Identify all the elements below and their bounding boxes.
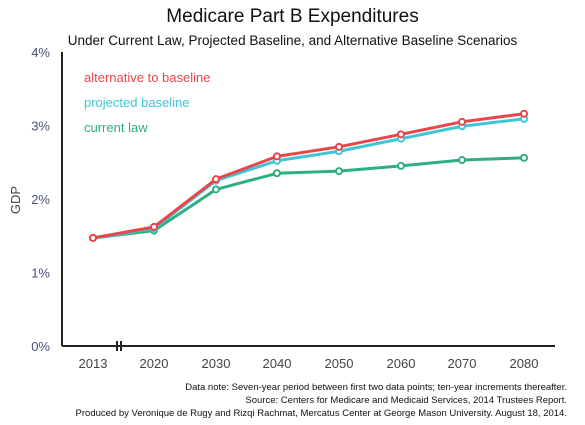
y-tick-label: 1% [31, 266, 50, 281]
data-point [212, 185, 220, 194]
data-point [89, 233, 97, 242]
legend: alternative to baseline projected baselin… [84, 70, 210, 135]
data-point [458, 156, 466, 165]
y-axis-label: GDP [8, 186, 23, 214]
y-tick-label: 2% [31, 192, 50, 207]
x-tick-label: 2070 [448, 356, 477, 371]
data-point [335, 167, 343, 176]
y-axis-ticks: 0% 1% 2% 3% 4% [31, 45, 50, 354]
x-tick-label: 2060 [387, 356, 416, 371]
chart-subtitle: Under Current Law, Projected Baseline, a… [67, 33, 518, 48]
y-tick-label: 4% [31, 45, 50, 60]
credit-note: Produced by Veronique de Rugy and Rizqi … [75, 408, 567, 419]
data-note: Data note: Seven-year period between fir… [185, 382, 567, 393]
data-point [458, 117, 466, 126]
x-tick-label: 2013 [79, 356, 108, 371]
series-alternative-to-baseline [89, 109, 528, 242]
series-projected-baseline [89, 114, 528, 242]
chart-notes: Data note: Seven-year period between fir… [76, 381, 567, 420]
series-line [92, 117, 525, 240]
axes [61, 52, 555, 351]
source-note: Source: Centers for Medicare and Medicai… [245, 395, 567, 406]
data-point [150, 222, 158, 231]
data-point [397, 130, 405, 139]
x-axis-ticks: 2013 2020 2030 2040 2050 2060 2070 2080 [79, 356, 539, 371]
data-point [335, 142, 343, 151]
x-tick-label: 2080 [510, 356, 539, 371]
y-tick-label: 3% [31, 119, 50, 134]
chart-title: Medicare Part B Expenditures [166, 6, 419, 27]
legend-entry: projected baseline [84, 95, 190, 110]
series-line [92, 112, 525, 240]
data-point [520, 153, 528, 162]
x-tick-label: 2020 [140, 356, 169, 371]
y-tick-label: 0% [31, 339, 50, 354]
data-point [397, 161, 405, 170]
data-point [273, 169, 281, 178]
x-tick-label: 2050 [325, 356, 354, 371]
data-point [212, 175, 220, 184]
data-point [273, 152, 281, 161]
x-tick-label: 2030 [202, 356, 231, 371]
legend-entry: alternative to baseline [84, 70, 210, 85]
legend-entry: current law [84, 120, 148, 135]
line-chart: 0%1%2%3%4% 2013 2020 2030 2040 2050 2060 2070 2… [8, 45, 555, 371]
series-line [92, 156, 525, 240]
x-tick-label: 2040 [263, 356, 292, 371]
series-lines [89, 109, 528, 242]
data-point [520, 109, 528, 118]
